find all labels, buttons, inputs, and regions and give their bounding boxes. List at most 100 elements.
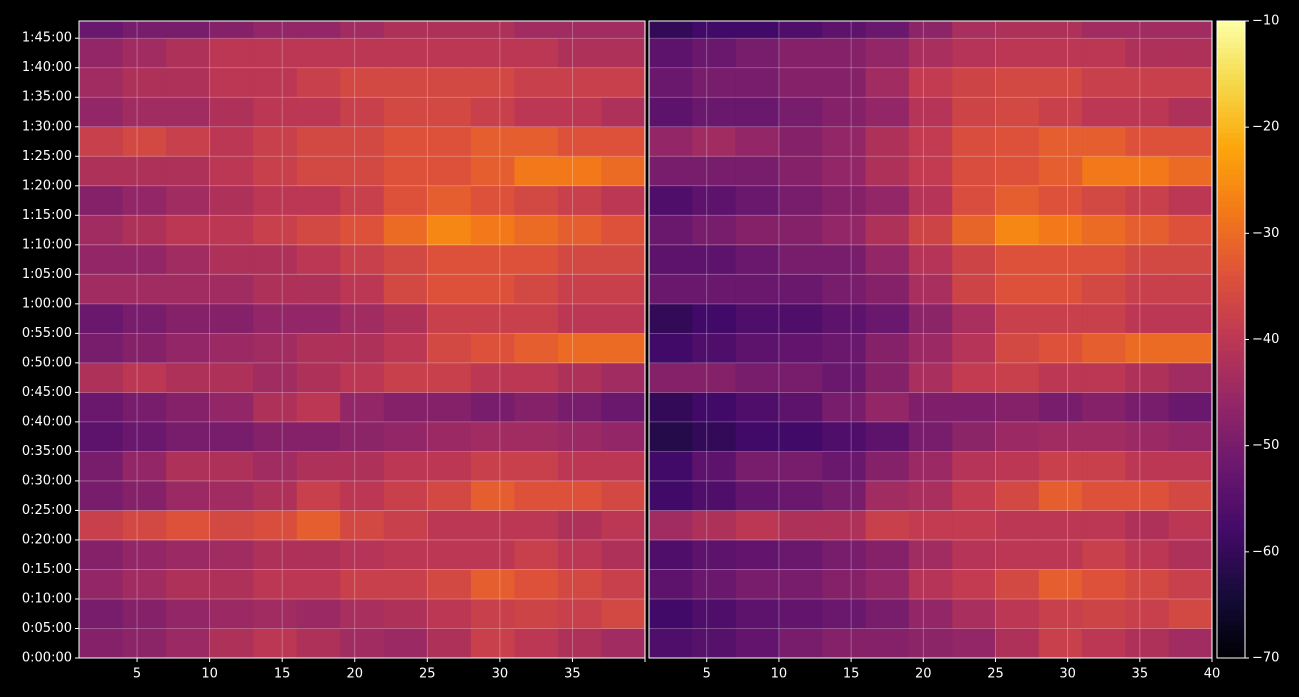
heatmap-cell [79, 21, 123, 39]
heatmap-cell [778, 392, 823, 423]
colorbar-step [1217, 599, 1245, 606]
colorbar-step [1217, 466, 1245, 473]
heatmap-cell [79, 598, 123, 629]
heatmap-cell [778, 21, 823, 39]
heatmap-cell [601, 480, 645, 511]
heatmap-cell [601, 244, 645, 275]
heatmap-cell [601, 362, 645, 393]
heatmap-cell [514, 126, 559, 157]
heatmap-cell [340, 510, 385, 541]
heatmap-cell [865, 421, 910, 452]
heatmap-cell [601, 185, 645, 216]
y-tick-label: 0:05:00 [22, 621, 72, 636]
colorbar-step [1217, 127, 1245, 133]
colorbar-step [1217, 456, 1245, 463]
heatmap-cell [166, 21, 210, 39]
heatmap-cell [952, 244, 996, 275]
heatmap-cell [865, 539, 910, 570]
heatmap-cell [340, 67, 385, 98]
heatmap-cell [1168, 126, 1212, 157]
heatmap-panel [649, 21, 1212, 658]
heatmap-cell [340, 97, 385, 128]
colorbar-step [1217, 424, 1245, 431]
heatmap-cell [1125, 598, 1169, 629]
colorbar-tick-label: −40 [1252, 332, 1279, 347]
heatmap-cell [383, 362, 428, 393]
heatmap-cell [79, 244, 123, 275]
heatmap-cell [995, 421, 1040, 452]
heatmap-cell [1125, 333, 1169, 364]
colorbar-step [1217, 435, 1245, 441]
heatmap-cell [296, 126, 341, 157]
colorbar-step [1217, 121, 1245, 128]
x-tick-label: 15 [843, 667, 860, 682]
heatmap-cell [995, 628, 1040, 658]
heatmap-cell [1125, 274, 1169, 305]
colorbar-step [1217, 626, 1245, 632]
heatmap-cell [1168, 421, 1212, 452]
heatmap-cell [253, 598, 297, 629]
heatmap-cell [340, 392, 385, 423]
heatmap-cell [601, 67, 645, 98]
heatmap-cell [557, 274, 602, 305]
heatmap-cell [79, 38, 123, 69]
heatmap-cell [122, 392, 167, 423]
heatmap-cell [470, 421, 515, 452]
heatmap-cell [122, 333, 167, 364]
heatmap-cell [166, 421, 210, 452]
colorbar-step [1217, 588, 1245, 595]
heatmap-cell [427, 569, 472, 600]
colorbar-step [1217, 541, 1245, 548]
heatmap-cell [557, 480, 602, 511]
heatmap-cell [952, 303, 996, 334]
heatmap-cell [908, 539, 953, 570]
heatmap-cell [995, 38, 1040, 69]
heatmap-cell [122, 480, 167, 511]
heatmap-cell [122, 362, 167, 393]
heatmap-cell [952, 21, 996, 39]
heatmap-cell [735, 392, 780, 423]
heatmap-cell [822, 598, 866, 629]
heatmap-cell [952, 97, 996, 128]
colorbar-step [1217, 100, 1245, 107]
heatmap-cell [865, 510, 910, 541]
heatmap-cell [995, 392, 1040, 423]
heatmap-cell [209, 362, 254, 393]
colorbar-step [1217, 84, 1245, 91]
heatmap-cell [601, 38, 645, 69]
heatmap-cell [822, 392, 866, 423]
colorbar-step [1217, 185, 1245, 192]
heatmap-cell [1082, 274, 1126, 305]
heatmap-cell [427, 126, 472, 157]
colorbar-step [1217, 530, 1245, 537]
heatmap-cell [735, 480, 780, 511]
colorbar-step [1217, 63, 1245, 70]
heatmap-cell [865, 97, 910, 128]
heatmap-cell [383, 126, 428, 157]
heatmap-cell [1082, 480, 1126, 511]
colorbar-step [1217, 238, 1245, 245]
colorbar-step [1217, 307, 1245, 314]
heatmap-cell [692, 21, 736, 39]
heatmap-cell [79, 362, 123, 393]
heatmap-cell [1168, 480, 1212, 511]
heatmap-cell [952, 539, 996, 570]
heatmap-cell [383, 598, 428, 629]
heatmap-cell [557, 362, 602, 393]
colorbar-step [1217, 381, 1245, 388]
heatmap-cell [296, 421, 341, 452]
heatmap-cell [1168, 451, 1212, 482]
heatmap-cell [995, 510, 1040, 541]
heatmap-cell [166, 215, 210, 246]
heatmap-cell [822, 274, 866, 305]
heatmap-cell [296, 185, 341, 216]
heatmap-cell [470, 598, 515, 629]
heatmap-cell [253, 244, 297, 275]
heatmap-cell [822, 97, 866, 128]
heatmap-cell [340, 569, 385, 600]
heatmap-cell [1125, 21, 1169, 39]
heatmap-cell [735, 510, 780, 541]
heatmap-cell [209, 333, 254, 364]
y-tick-label: 0:20:00 [22, 532, 72, 547]
heatmap-cell [778, 215, 823, 246]
